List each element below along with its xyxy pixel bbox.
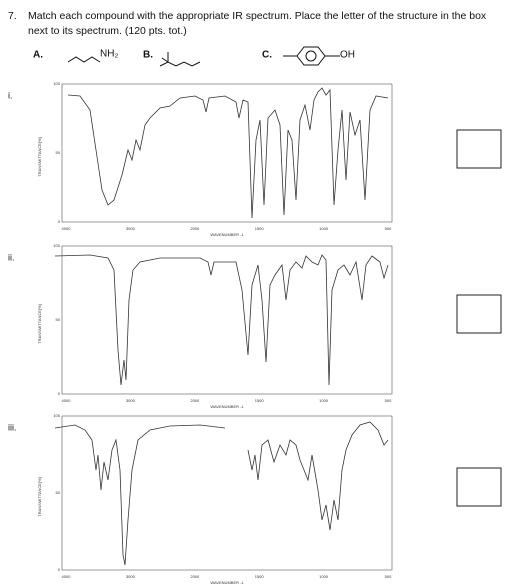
- y-tick-label: 100: [53, 243, 60, 248]
- answer-box[interactable]: [456, 129, 502, 169]
- x-tick-label: 500: [385, 226, 392, 231]
- x-tick-label: 1500: [255, 574, 265, 579]
- structure-c: [283, 46, 340, 66]
- y-axis-label: TRANSMITTANCE[%]: [37, 304, 42, 343]
- x-tick-label: 1000: [319, 574, 329, 579]
- y-axis-label: TRANSMITTANCE[%]: [37, 137, 42, 176]
- spectrum-numeral: iii.: [8, 422, 17, 432]
- x-tick-label: 1000: [319, 226, 329, 231]
- spectrum-curve: [54, 254, 389, 386]
- plot-frame: [61, 415, 393, 571]
- y-tick-label: 50: [56, 490, 61, 495]
- x-tick-label: 1000: [319, 398, 329, 403]
- spectrum-curve: [67, 87, 389, 219]
- x-tick-label: 2000: [190, 398, 200, 403]
- x-axis-label: WAVENUMBER -1: [210, 232, 244, 237]
- x-tick-label: 4000: [62, 398, 72, 403]
- x-tick-label: 2000: [190, 574, 200, 579]
- structure-letter: A.: [33, 50, 43, 61]
- x-tick-label: 1500: [255, 226, 265, 231]
- y-axis-label: TRANSMITTANCE[%]: [37, 477, 42, 516]
- ring: [305, 50, 317, 62]
- y-tick-label: 0: [58, 391, 61, 396]
- y-tick-label: 0: [58, 219, 61, 224]
- x-tick-label: 2000: [190, 226, 200, 231]
- x-tick-label: 3000: [126, 398, 136, 403]
- x-tick-label: 1500: [255, 398, 265, 403]
- structure-letter: C.: [262, 50, 272, 61]
- x-tick-label: 3000: [126, 226, 136, 231]
- plot-frame: [61, 245, 393, 395]
- structure-b: [159, 52, 201, 67]
- answer-box[interactable]: [456, 294, 502, 334]
- spectrum-numeral: ii.: [8, 252, 15, 262]
- question-number: 7.: [8, 10, 17, 22]
- structure-letter: B.: [143, 50, 153, 61]
- x-axis-label: WAVENUMBER -1: [210, 404, 244, 409]
- x-tick-label: 4000: [62, 574, 72, 579]
- plot-frame: [61, 83, 393, 223]
- y-tick-label: 50: [56, 150, 61, 155]
- y-tick-label: 100: [53, 413, 60, 418]
- question-text: next to its spectrum. (120 pts. tot.): [28, 25, 187, 37]
- structure-group: OH: [340, 50, 355, 61]
- structure-a: [67, 56, 101, 63]
- y-tick-label: 0: [58, 567, 61, 572]
- x-tick-label: 500: [385, 398, 392, 403]
- x-tick-label: 4000: [62, 226, 72, 231]
- x-tick-label: 3000: [126, 574, 136, 579]
- y-tick-label: 50: [56, 317, 61, 322]
- answer-box[interactable]: [456, 467, 502, 507]
- x-axis-label: WAVENUMBER -1: [210, 580, 244, 585]
- structure-group: NH₂: [100, 49, 118, 60]
- x-tick-label: 500: [385, 574, 392, 579]
- question-text: Match each compound with the appropriate…: [28, 10, 487, 22]
- y-tick-label: 100: [53, 81, 60, 86]
- spectrum-numeral: i.: [8, 90, 13, 100]
- spectrum-curve: [54, 421, 389, 566]
